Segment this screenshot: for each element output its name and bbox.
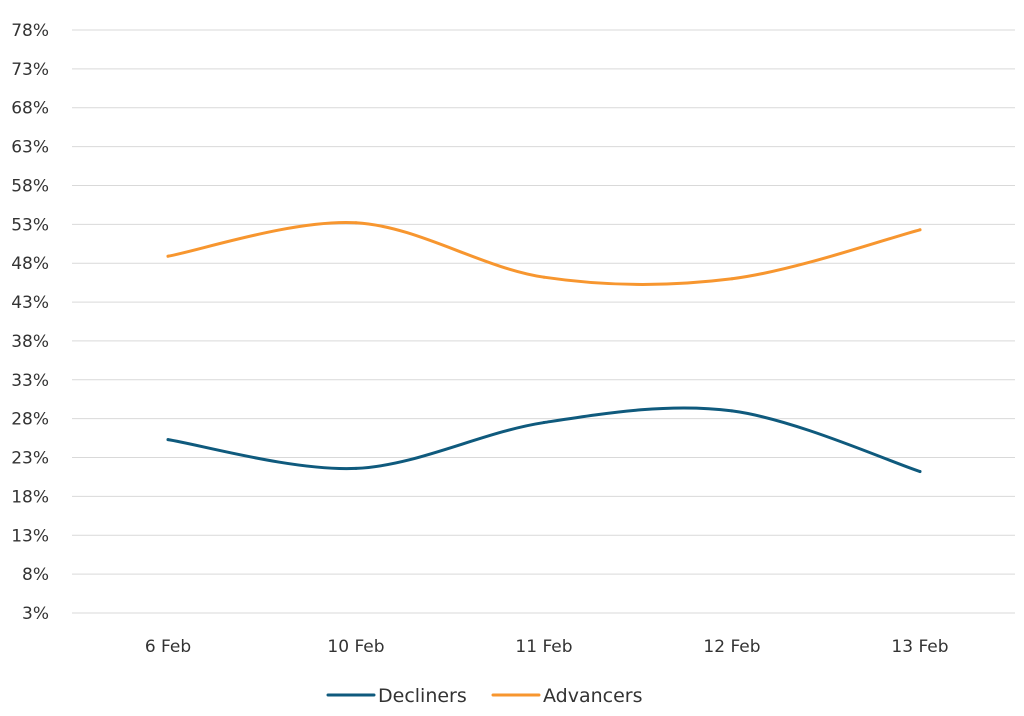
data-point-decliners: [542, 421, 546, 425]
series-lines: [166, 221, 922, 474]
y-tick-label: 58%: [11, 176, 49, 196]
y-tick-label: 23%: [11, 449, 49, 469]
y-tick-label: 38%: [11, 332, 49, 352]
data-point-decliners: [918, 470, 922, 474]
x-tick-label: 13 Feb: [891, 637, 948, 657]
legend-item-advancers: Advancers: [491, 685, 643, 707]
y-tick-label: 33%: [11, 371, 49, 391]
x-axis-tick-labels: 6 Feb 10 Feb 11 Feb 12 Feb 13 Feb: [145, 637, 949, 657]
x-tick-label: 6 Feb: [145, 637, 191, 657]
data-point-advancers: [354, 221, 358, 225]
legend-label: Decliners: [378, 685, 467, 707]
series-line-decliners: [166, 406, 922, 474]
y-tick-label: 63%: [11, 138, 49, 158]
x-tick-label: 12 Feb: [703, 637, 760, 657]
x-tick-label: 10 Feb: [327, 637, 384, 657]
y-tick-label: 13%: [11, 526, 49, 546]
legend: Decliners Advancers: [326, 685, 643, 707]
data-point-advancers: [166, 254, 170, 258]
data-point-decliners: [730, 409, 734, 413]
y-tick-label: 3%: [22, 604, 49, 624]
y-tick-label: 28%: [11, 410, 49, 430]
y-tick-label: 73%: [11, 60, 49, 80]
y-tick-label: 18%: [11, 487, 49, 507]
data-point-decliners: [166, 438, 170, 442]
x-tick-label: 11 Feb: [515, 637, 572, 657]
data-point-advancers: [918, 228, 922, 232]
legend-label: Advancers: [543, 685, 643, 707]
data-point-advancers: [542, 275, 546, 279]
y-tick-label: 78%: [11, 21, 49, 41]
legend-item-decliners: Decliners: [326, 685, 467, 707]
y-tick-label: 43%: [11, 293, 49, 313]
data-point-decliners: [354, 466, 358, 470]
y-axis-tick-labels: 3% 8% 13% 18% 23% 28% 33% 38% 43% 48% 53% 58% 63% 68%…: [11, 21, 49, 624]
y-tick-label: 53%: [11, 215, 49, 235]
y-tick-label: 8%: [22, 565, 49, 585]
series-line-advancers: [166, 221, 922, 286]
gridlines: [72, 29, 1015, 614]
data-point-advancers: [730, 277, 734, 281]
y-tick-label: 68%: [11, 99, 49, 119]
y-tick-label: 48%: [11, 254, 49, 274]
